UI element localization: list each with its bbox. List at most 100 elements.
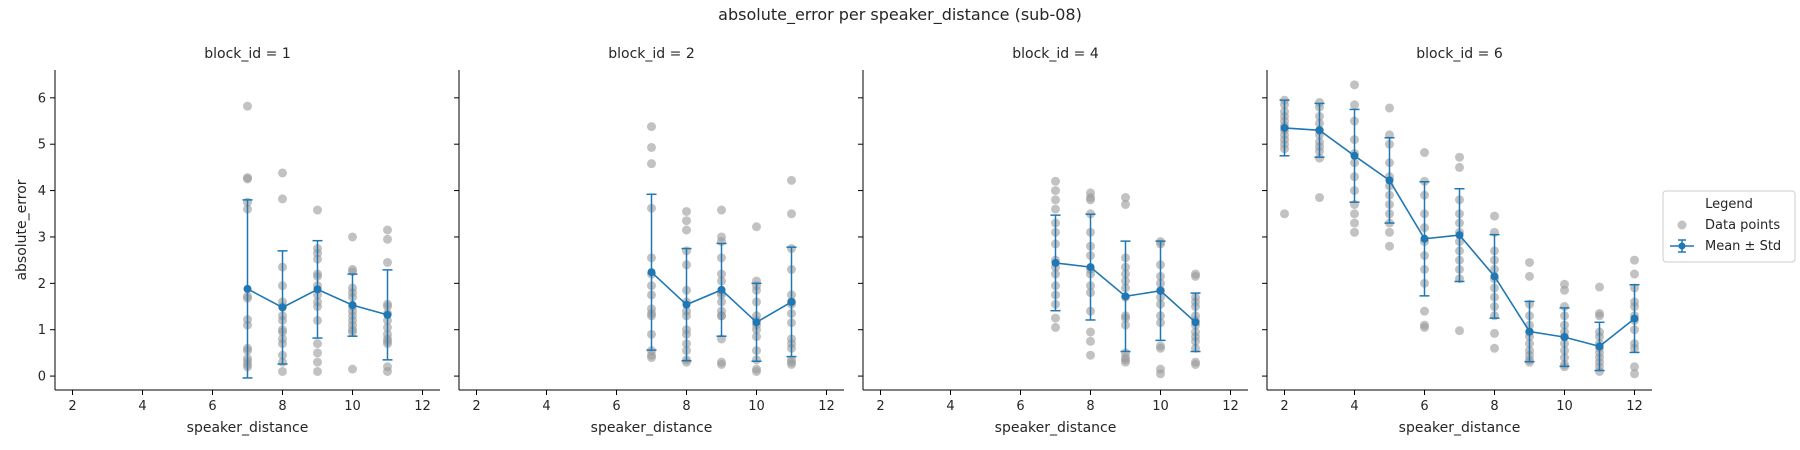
data-point bbox=[682, 216, 691, 226]
x-tick-label: 2 bbox=[876, 399, 884, 414]
data-point bbox=[1595, 311, 1604, 321]
data-point bbox=[1630, 269, 1639, 279]
mean-point bbox=[1385, 176, 1394, 185]
x-axis-label: speaker_distance bbox=[1399, 420, 1521, 436]
data-point bbox=[1051, 176, 1060, 186]
data-point bbox=[1595, 366, 1604, 376]
mean-point bbox=[752, 318, 761, 327]
data-points bbox=[1280, 80, 1639, 379]
x-tick-label: 10 bbox=[1556, 399, 1573, 414]
mean-point bbox=[1420, 234, 1429, 243]
mean-point bbox=[717, 285, 726, 294]
data-point bbox=[1455, 152, 1464, 162]
mean-point bbox=[1595, 342, 1604, 351]
mean-point bbox=[1630, 314, 1639, 323]
data-point bbox=[313, 366, 322, 376]
data-points bbox=[647, 122, 796, 376]
mean-std-series bbox=[1050, 213, 1201, 353]
panel-3: block_id = 4 2 4 6 8 10 12 speaker_distance bbox=[858, 46, 1248, 436]
data-point bbox=[1455, 162, 1464, 172]
x-tick-label: 10 bbox=[344, 399, 361, 414]
x-tick-label: 6 bbox=[612, 399, 620, 414]
data-point bbox=[1315, 193, 1324, 203]
data-point bbox=[647, 122, 656, 132]
data-point bbox=[1525, 271, 1534, 281]
mean-point bbox=[1490, 272, 1499, 281]
data-point bbox=[313, 205, 322, 215]
x-tick-label: 12 bbox=[1222, 399, 1239, 414]
data-point bbox=[383, 234, 392, 244]
data-point bbox=[1525, 257, 1534, 267]
data-point bbox=[1121, 193, 1130, 203]
data-point bbox=[1420, 306, 1429, 316]
mean-point bbox=[383, 310, 392, 319]
data-point bbox=[1630, 362, 1639, 372]
x-tick-label: 6 bbox=[1016, 399, 1024, 414]
data-point bbox=[1455, 326, 1464, 336]
data-point bbox=[752, 222, 761, 232]
data-point bbox=[383, 366, 392, 376]
data-point bbox=[348, 232, 357, 242]
y-tick-label: 4 bbox=[38, 184, 46, 199]
mean-point bbox=[1455, 231, 1464, 240]
panel-title: block_id = 2 bbox=[608, 46, 694, 62]
data-point bbox=[787, 359, 796, 369]
panel-2: block_id = 2 2 4 6 8 10 12 speaker_distance bbox=[454, 46, 844, 436]
data-point bbox=[647, 353, 656, 363]
mean-point bbox=[787, 297, 796, 306]
data-point bbox=[787, 209, 796, 219]
data-point bbox=[313, 357, 322, 367]
x-tick-label: 8 bbox=[1086, 399, 1094, 414]
data-point bbox=[1630, 255, 1639, 265]
data-point bbox=[1121, 357, 1130, 367]
mean-point bbox=[313, 285, 322, 294]
data-point bbox=[1630, 369, 1639, 379]
mean-point bbox=[1525, 327, 1534, 336]
data-point bbox=[1156, 343, 1165, 353]
data-point bbox=[1086, 195, 1095, 205]
data-point bbox=[1420, 322, 1429, 332]
mean-point bbox=[1051, 258, 1060, 267]
data-point bbox=[752, 366, 761, 376]
panel-title: block_id = 1 bbox=[204, 46, 290, 62]
data-point bbox=[1385, 241, 1394, 251]
data-point bbox=[1086, 336, 1095, 346]
x-axis-label: speaker_distance bbox=[187, 420, 309, 436]
data-point bbox=[278, 194, 287, 204]
data-point bbox=[647, 159, 656, 169]
x-tick-label: 6 bbox=[1420, 399, 1428, 414]
panel-title: block_id = 6 bbox=[1416, 46, 1503, 62]
data-point bbox=[278, 168, 287, 178]
data-point bbox=[243, 174, 252, 184]
data-point bbox=[1385, 103, 1394, 113]
y-tick-label: 5 bbox=[38, 138, 46, 153]
legend-title: Legend bbox=[1705, 197, 1753, 212]
x-tick-label: 8 bbox=[682, 399, 690, 414]
mean-point bbox=[1560, 333, 1569, 342]
data-point bbox=[682, 357, 691, 367]
x-tick-label: 10 bbox=[1152, 399, 1169, 414]
x-tick-label: 8 bbox=[1490, 399, 1498, 414]
data-point bbox=[1051, 313, 1060, 323]
chart-legend: Legend Data points Mean ± Std bbox=[1662, 190, 1796, 263]
panel-1: block_id = 12 4 6 8 10 120123456speaker_dista… bbox=[14, 46, 440, 436]
mean-point bbox=[682, 300, 691, 309]
data-point bbox=[1191, 359, 1200, 369]
data-point bbox=[1051, 204, 1060, 214]
data-point bbox=[1490, 328, 1499, 338]
data-point bbox=[1350, 218, 1359, 228]
mean-point bbox=[1121, 292, 1130, 301]
mean-point bbox=[243, 284, 252, 293]
mean-point bbox=[278, 303, 287, 312]
data-point bbox=[1051, 186, 1060, 196]
y-tick-label: 2 bbox=[38, 277, 46, 292]
data-point bbox=[1490, 211, 1499, 221]
data-point bbox=[348, 364, 357, 374]
legend-entry-mean-std: Mean ± Std bbox=[1705, 239, 1781, 254]
data-point bbox=[1560, 302, 1569, 312]
data-point bbox=[1595, 282, 1604, 292]
mean-point bbox=[1350, 151, 1359, 160]
data-point bbox=[1191, 271, 1200, 281]
chart-title: absolute_error per speaker_distance (sub… bbox=[718, 5, 1082, 25]
mean-point bbox=[1191, 318, 1200, 327]
